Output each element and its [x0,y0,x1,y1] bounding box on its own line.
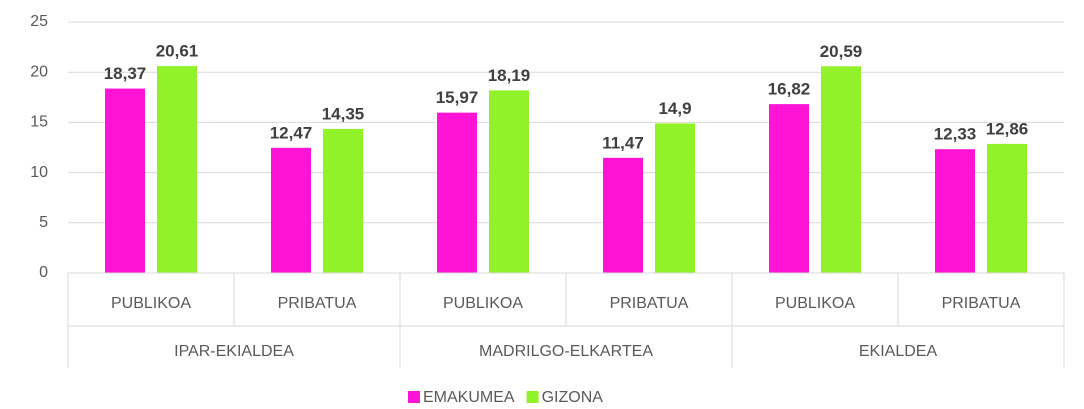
bar [987,143,1027,273]
x-tick-label: PUBLIKOA [111,295,191,312]
bar [323,128,363,273]
data-label: 18,37 [104,64,147,83]
y-tick-label: 5 [39,214,48,231]
group-label: IPAR-EKIALDEA [174,343,294,360]
bar [769,104,809,273]
data-label: 20,61 [156,42,199,61]
bar [603,157,643,273]
x-tick-label: PRIBATUA [942,295,1021,312]
data-label: 11,47 [602,133,644,152]
data-label: 12,86 [986,119,1029,138]
data-label: 16,82 [768,80,811,99]
data-label: 12,33 [934,125,977,144]
bar [271,147,311,273]
group-label: MADRILGO-ELKARTEA [479,343,653,360]
y-tick-label: 10 [30,164,48,181]
bar [489,90,529,273]
x-tick-label: PRIBATUA [278,295,357,312]
bar [655,123,695,274]
bar [105,88,145,273]
y-tick-label: 15 [30,114,48,131]
bar [821,66,861,273]
legend-label: EMAKUMEA [423,389,515,406]
data-label: 18,19 [488,66,531,85]
group-label: EKIALDEA [859,343,938,360]
data-label: 12,47 [270,123,313,142]
y-tick-label: 25 [30,13,48,30]
bar [157,66,197,274]
data-label: 15,97 [436,88,479,107]
data-label: 14,9 [658,99,691,118]
x-tick-label: PUBLIKOA [775,295,855,312]
y-tick-label: 0 [39,264,48,281]
data-label: 14,35 [322,104,365,123]
bar [935,149,975,273]
x-tick-label: PUBLIKOA [443,295,523,312]
x-tick-label: PRIBATUA [610,295,689,312]
data-label: 20,59 [820,42,863,61]
legend-swatch [526,391,539,403]
legend-swatch [408,391,420,403]
bar [437,112,477,274]
y-tick-label: 20 [30,63,48,80]
legend-label: GIZONA [542,389,604,406]
